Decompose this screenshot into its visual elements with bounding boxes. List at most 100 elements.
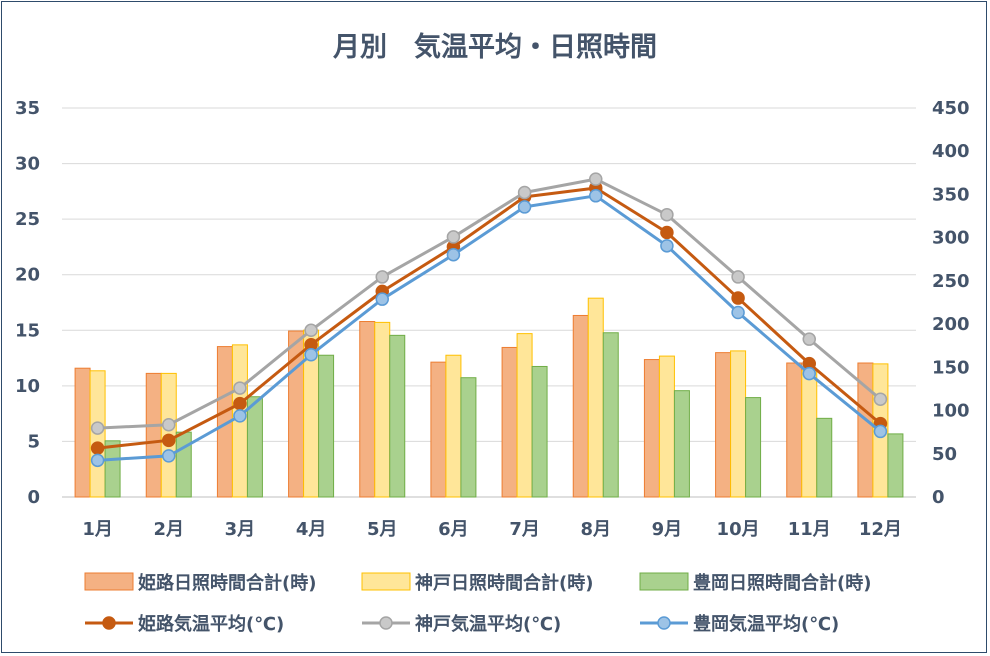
x-tick-label: 10月 <box>717 519 760 540</box>
data-point <box>90 421 105 435</box>
axis-labels: 0510152025303505010015020025030035040045… <box>15 98 970 540</box>
bar <box>658 355 675 498</box>
bar <box>801 370 818 498</box>
data-point <box>802 366 816 381</box>
data-point <box>517 185 532 200</box>
bar <box>786 362 803 498</box>
legend-swatch <box>84 572 134 591</box>
x-tick-label: 5月 <box>367 519 398 540</box>
bar <box>175 431 192 498</box>
x-tick-label: 2月 <box>153 519 184 540</box>
series-line <box>97 194 882 462</box>
chart-title: 月別 気温平均・日照時間 <box>332 31 657 63</box>
data-point <box>873 424 888 439</box>
y-left-tick-label: 10 <box>15 376 40 397</box>
bar <box>715 352 732 498</box>
data-point <box>233 409 247 423</box>
y-left-tick-label: 30 <box>15 154 40 175</box>
data-point <box>802 332 816 346</box>
bar-series-group <box>74 297 904 498</box>
legend-label: 神戸日照時間合計(時) <box>415 572 593 594</box>
data-point <box>162 433 176 448</box>
x-tick-label: 11月 <box>788 519 831 540</box>
y-right-tick-label: 200 <box>932 314 970 335</box>
bar <box>430 361 447 498</box>
line-series-group <box>90 172 888 468</box>
x-tick-label: 4月 <box>296 519 327 540</box>
bar <box>246 396 263 498</box>
y-right-tick-label: 150 <box>932 357 970 378</box>
bar <box>730 350 747 498</box>
x-tick-label: 8月 <box>580 519 611 540</box>
x-tick-label: 3月 <box>225 519 256 540</box>
legend-label: 神戸気温平均(℃) <box>415 613 561 635</box>
series-line <box>97 186 882 450</box>
data-point <box>162 449 176 463</box>
data-point <box>446 230 461 244</box>
bar <box>745 397 762 498</box>
data-point <box>162 418 176 432</box>
bar <box>374 321 391 498</box>
bar <box>816 417 833 498</box>
data-point <box>589 172 603 186</box>
bar <box>460 377 477 498</box>
data-point <box>517 200 532 214</box>
y-right-tick-label: 50 <box>932 444 957 465</box>
bar <box>104 440 121 498</box>
y-right-tick-label: 250 <box>932 271 970 292</box>
legend-marker <box>379 616 393 630</box>
bar <box>389 334 406 498</box>
bar <box>887 433 904 498</box>
data-point <box>589 189 603 203</box>
data-point <box>660 225 674 240</box>
y-right-tick-label: 0 <box>932 487 945 508</box>
data-point <box>375 270 389 284</box>
x-tick-label: 12月 <box>859 519 902 540</box>
bar <box>643 359 660 498</box>
data-point <box>731 270 745 284</box>
data-point <box>304 323 318 338</box>
y-left-tick-label: 20 <box>15 265 40 286</box>
legend-label: 豊岡気温平均(℃) <box>693 613 839 635</box>
bar <box>572 314 589 498</box>
data-point <box>873 392 888 406</box>
legend-swatch <box>361 572 411 591</box>
data-point <box>446 247 461 262</box>
data-point <box>90 441 105 455</box>
bar <box>531 365 548 498</box>
data-point <box>233 396 247 411</box>
legend: 姫路日照時間合計(時) 神戸日照時間合計(時) 豊岡日照時間合計(時) 姫路気温平均(… <box>84 572 871 635</box>
y-right-tick-label: 300 <box>932 228 970 249</box>
y-left-tick-label: 0 <box>27 487 40 508</box>
x-tick-label: 6月 <box>438 519 469 540</box>
data-point <box>233 381 247 395</box>
bar <box>318 354 335 498</box>
data-point <box>731 305 745 320</box>
bar <box>145 372 162 498</box>
x-tick-label: 7月 <box>509 519 540 540</box>
bar <box>587 297 604 498</box>
data-point <box>660 239 674 253</box>
y-left-tick-label: 35 <box>15 98 40 119</box>
x-tick-label: 9月 <box>652 519 683 540</box>
bar <box>602 332 619 498</box>
y-left-tick-label: 25 <box>15 209 40 230</box>
legend-marker <box>657 616 671 630</box>
data-point <box>90 453 105 468</box>
bar <box>445 354 462 498</box>
bar <box>74 367 91 498</box>
legend-label: 姫路日照時間合計(時) <box>138 572 316 594</box>
data-point <box>304 347 318 362</box>
y-right-tick-label: 450 <box>932 98 970 119</box>
legend-swatch <box>639 572 689 591</box>
bar <box>673 390 690 498</box>
y-right-tick-label: 350 <box>932 184 970 205</box>
y-right-tick-label: 400 <box>932 141 970 162</box>
legend-label: 姫路気温平均(℃) <box>138 613 284 635</box>
data-point <box>375 292 389 306</box>
data-point <box>660 207 674 222</box>
y-left-tick-label: 15 <box>15 320 40 341</box>
bar <box>516 333 533 498</box>
